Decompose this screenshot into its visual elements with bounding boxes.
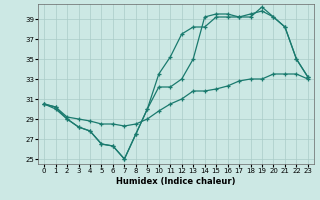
X-axis label: Humidex (Indice chaleur): Humidex (Indice chaleur) <box>116 177 236 186</box>
